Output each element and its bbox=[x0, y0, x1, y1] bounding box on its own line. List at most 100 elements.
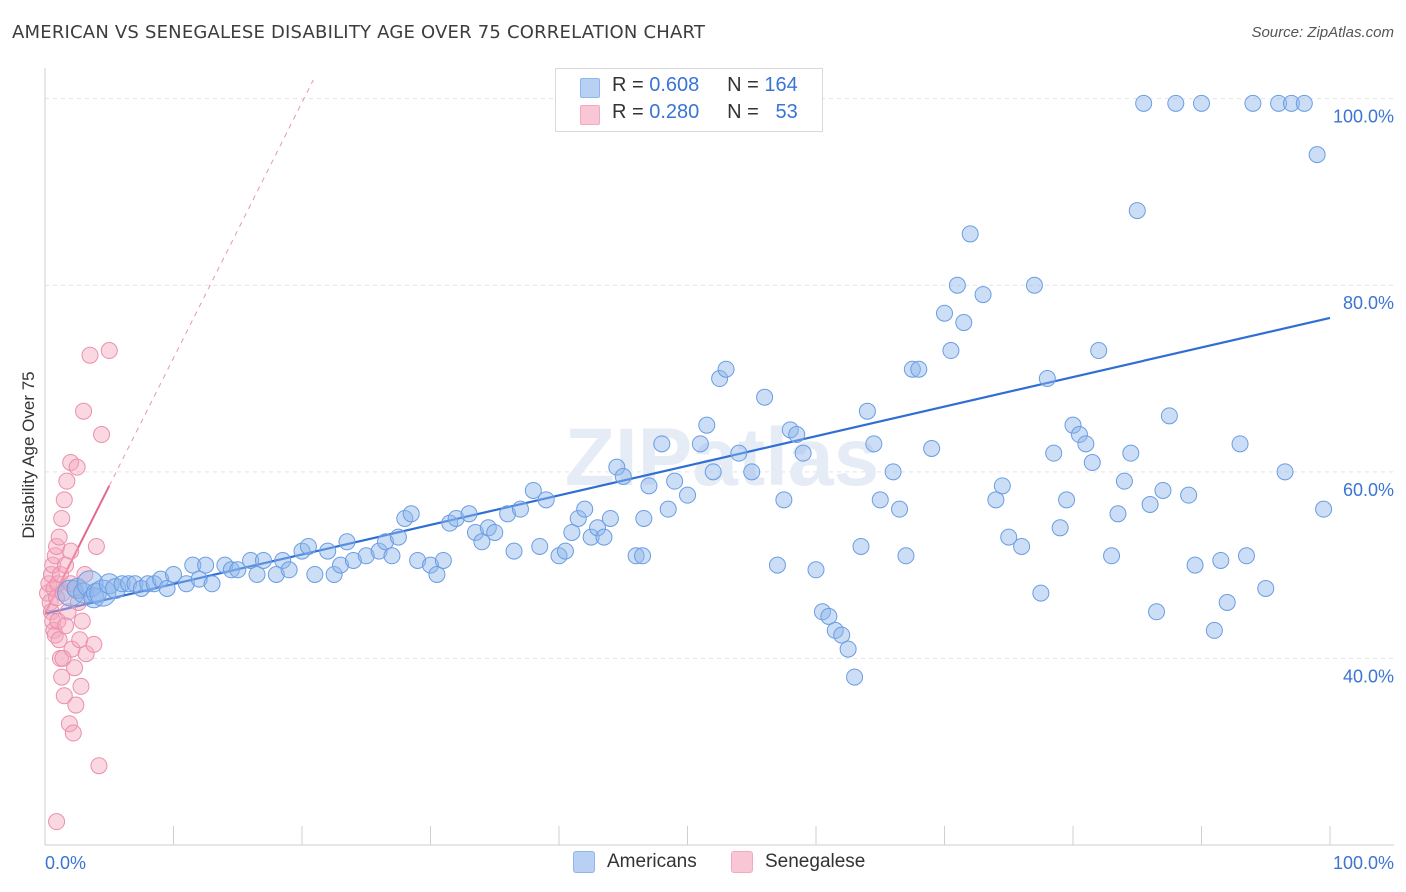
americans-point bbox=[820, 607, 838, 625]
americans-point bbox=[569, 509, 587, 527]
senegalese-point bbox=[55, 491, 73, 509]
americans-point bbox=[1244, 94, 1262, 112]
americans-point bbox=[422, 556, 439, 574]
r-value: 0.280 bbox=[649, 101, 700, 123]
americans-point bbox=[158, 579, 176, 597]
y-tick-label: 100.0% bbox=[1333, 107, 1394, 127]
americans-point bbox=[1128, 202, 1146, 220]
americans-point bbox=[428, 565, 446, 583]
americans-point bbox=[1025, 276, 1043, 294]
senegalese-point bbox=[50, 528, 68, 546]
y-tick-label: 60.0% bbox=[1343, 480, 1394, 500]
americans-point bbox=[1038, 370, 1056, 388]
legend-americans: Americans bbox=[573, 851, 697, 873]
americans-point bbox=[1083, 454, 1101, 471]
n-label: N = bbox=[727, 101, 759, 123]
americans-swatch bbox=[580, 78, 600, 98]
americans-point bbox=[242, 551, 260, 569]
americans-point bbox=[608, 458, 626, 476]
americans-point bbox=[325, 565, 343, 583]
americans-point bbox=[383, 547, 401, 565]
americans-point bbox=[1070, 426, 1088, 444]
senegalese-point bbox=[53, 509, 71, 527]
axes bbox=[44, 68, 1394, 846]
legend-senegalese: Senegalese bbox=[731, 851, 865, 873]
senegalese-point bbox=[73, 612, 91, 630]
n-value: 53 bbox=[775, 101, 798, 123]
americans-point bbox=[1064, 416, 1082, 434]
americans-point bbox=[254, 551, 272, 569]
americans-point bbox=[1282, 94, 1300, 112]
americans-point bbox=[1051, 519, 1069, 537]
americans-point bbox=[704, 463, 722, 481]
senegalese-point bbox=[50, 631, 68, 649]
americans-points bbox=[57, 94, 1333, 686]
americans-point bbox=[1270, 94, 1288, 112]
americans-point bbox=[1122, 444, 1140, 462]
senegalese-swatch bbox=[731, 851, 753, 873]
americans-point bbox=[627, 547, 645, 565]
americans-point bbox=[884, 463, 902, 481]
americans-point bbox=[248, 565, 266, 583]
americans-point bbox=[717, 360, 735, 378]
americans-point bbox=[871, 491, 889, 509]
americans-point bbox=[634, 547, 652, 565]
americans-point bbox=[955, 314, 973, 332]
americans-point bbox=[775, 491, 793, 509]
r-label: R = bbox=[612, 74, 644, 96]
americans-point bbox=[614, 467, 632, 485]
x-tick-label: 100.0% bbox=[1333, 853, 1394, 873]
americans-point bbox=[601, 509, 619, 527]
americans-point bbox=[858, 402, 876, 420]
americans-point bbox=[635, 509, 653, 527]
americans-point bbox=[299, 537, 317, 555]
americans-point bbox=[923, 440, 941, 458]
americans-point bbox=[839, 640, 857, 658]
senegalese-point bbox=[72, 677, 90, 695]
americans-point bbox=[338, 533, 356, 551]
senegalese-point bbox=[54, 649, 72, 667]
senegalese-point bbox=[62, 542, 80, 560]
americans-point bbox=[177, 575, 195, 593]
americans-point bbox=[473, 533, 491, 551]
americans-point bbox=[1237, 547, 1255, 565]
americans-point bbox=[434, 551, 452, 569]
x-tick-label: 0.0% bbox=[45, 853, 86, 873]
y-tick-label: 40.0% bbox=[1343, 666, 1394, 686]
americans-point bbox=[1090, 342, 1108, 360]
americans-point bbox=[1315, 500, 1333, 518]
americans-point bbox=[1115, 472, 1133, 490]
americans-point bbox=[1000, 528, 1018, 546]
americans-point bbox=[505, 542, 523, 560]
americans-point bbox=[698, 416, 716, 434]
americans-point bbox=[357, 547, 375, 565]
americans-point bbox=[1013, 537, 1031, 555]
americans-point bbox=[556, 542, 574, 560]
americans-point bbox=[222, 561, 240, 579]
americans-point bbox=[460, 505, 478, 523]
n-label: N = bbox=[727, 74, 759, 96]
americans-point bbox=[537, 491, 555, 509]
americans-point bbox=[190, 570, 208, 588]
legend-senegalese-label: Senegalese bbox=[765, 851, 866, 872]
americans-point bbox=[891, 500, 909, 518]
americans-point bbox=[274, 551, 292, 569]
americans-point bbox=[1205, 621, 1223, 639]
americans-point bbox=[942, 342, 960, 360]
senegalese-point bbox=[90, 757, 108, 775]
americans-point bbox=[987, 491, 1005, 509]
trendlines bbox=[44, 79, 1331, 615]
americans-point bbox=[319, 542, 337, 560]
americans-point bbox=[447, 509, 465, 527]
senegalese-point bbox=[85, 635, 103, 653]
source-label: Source: ZipAtlas.com bbox=[1251, 24, 1394, 41]
americans-point bbox=[389, 528, 407, 546]
americans-point bbox=[846, 668, 864, 686]
americans-point bbox=[89, 579, 117, 607]
americans-point bbox=[1103, 547, 1121, 565]
senegalese-point bbox=[55, 687, 73, 705]
senegalese-point bbox=[68, 458, 86, 476]
americans-point bbox=[1212, 551, 1230, 569]
americans-point bbox=[910, 360, 928, 378]
